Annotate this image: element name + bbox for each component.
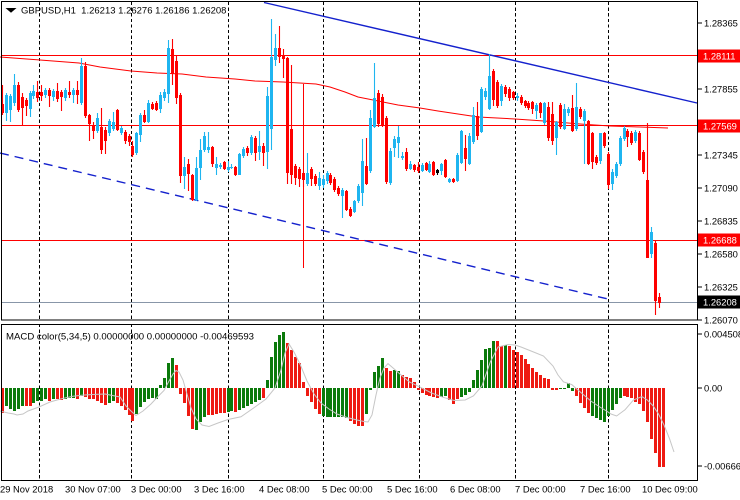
svg-text:4 Dec 08:00: 4 Dec 08:00 <box>259 484 310 495</box>
svg-text:GBPUSD,H1 1.26213 1.26276 1.2: GBPUSD,H1 1.26213 1.26276 1.26186 1.2620… <box>21 5 226 16</box>
svg-text:1.28111: 1.28111 <box>703 50 736 61</box>
svg-text:1.26070: 1.26070 <box>704 314 738 325</box>
svg-text:1.26580: 1.26580 <box>704 248 738 259</box>
svg-text:5 Dec 00:00: 5 Dec 00:00 <box>322 484 373 495</box>
svg-text:5 Dec 16:00: 5 Dec 16:00 <box>387 484 438 495</box>
svg-text:1.26208: 1.26208 <box>703 296 737 307</box>
svg-text:1.26835: 1.26835 <box>704 215 738 226</box>
svg-text:30 Nov 07:00: 30 Nov 07:00 <box>65 484 121 495</box>
svg-text:6 Dec 08:00: 6 Dec 08:00 <box>450 484 501 495</box>
svg-text:3 Dec 00:00: 3 Dec 00:00 <box>131 484 182 495</box>
svg-text:29 Nov 2018: 29 Nov 2018 <box>0 484 53 495</box>
svg-text:7 Dec 16:00: 7 Dec 16:00 <box>580 484 631 495</box>
svg-text:1.26688: 1.26688 <box>703 234 737 245</box>
svg-text:1.28365: 1.28365 <box>704 17 738 28</box>
svg-text:0.0045083: 0.0045083 <box>704 328 740 339</box>
svg-text:10 Dec 09:00: 10 Dec 09:00 <box>642 484 698 495</box>
svg-text:1.27569: 1.27569 <box>703 120 737 131</box>
svg-text:0.00: 0.00 <box>704 382 722 393</box>
svg-text:-0.0066686: -0.0066686 <box>704 460 740 471</box>
svg-text:MACD color(5,34,5) 0.00000000: MACD color(5,34,5) 0.00000000 0.00000000… <box>6 332 254 343</box>
svg-text:1.27855: 1.27855 <box>704 83 738 94</box>
svg-text:1.27345: 1.27345 <box>704 149 738 160</box>
svg-text:1.27090: 1.27090 <box>704 182 738 193</box>
svg-text:3 Dec 16:00: 3 Dec 16:00 <box>194 484 245 495</box>
svg-text:1.26325: 1.26325 <box>704 281 738 292</box>
svg-text:7 Dec 00:00: 7 Dec 00:00 <box>515 484 566 495</box>
